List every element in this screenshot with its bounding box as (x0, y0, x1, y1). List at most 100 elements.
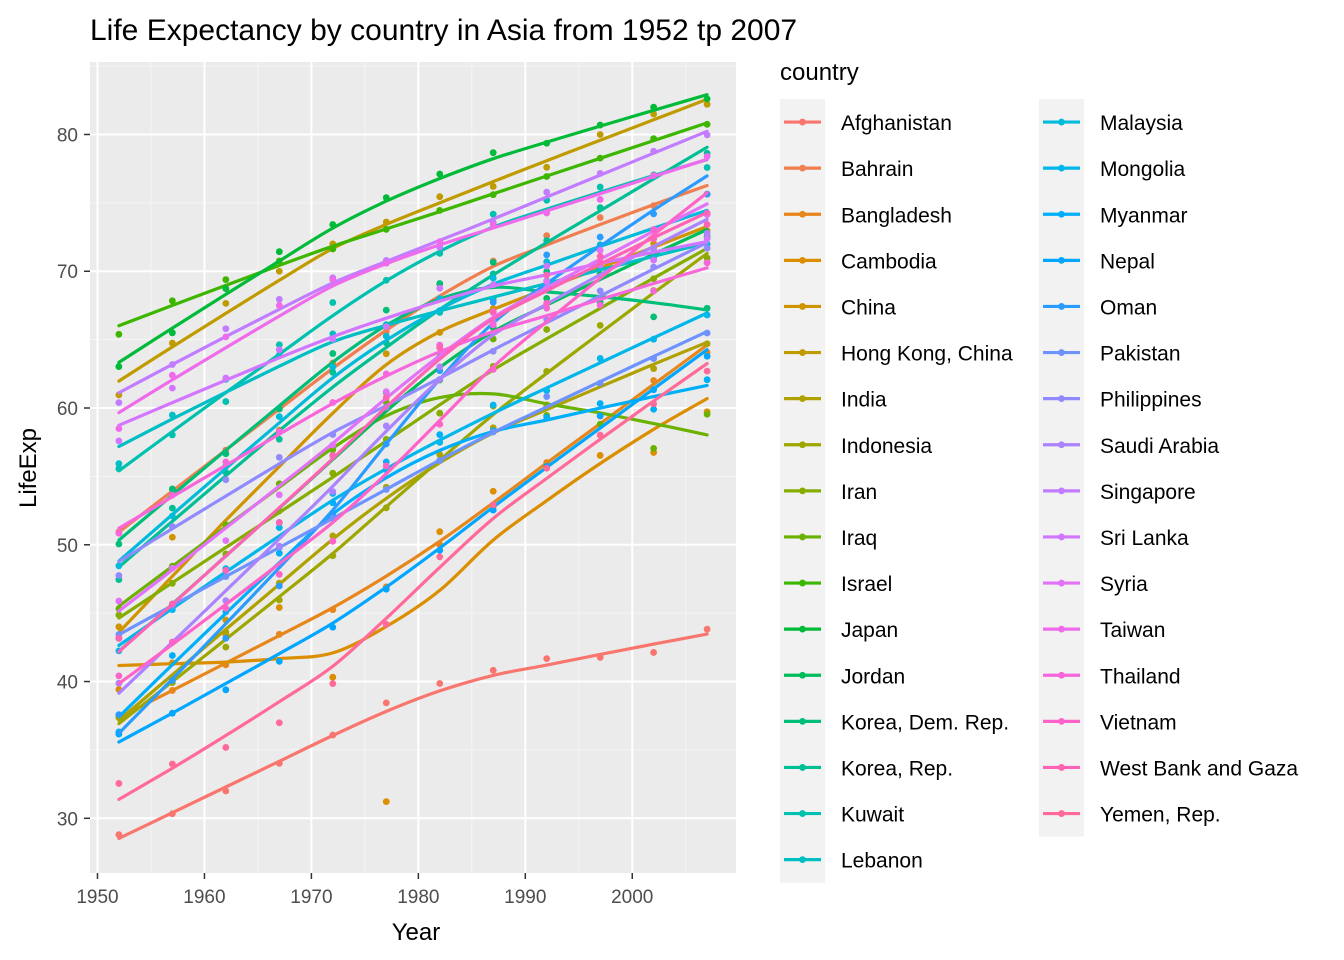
legend-key-point (799, 441, 806, 449)
data-point (596, 196, 604, 203)
data-point (650, 287, 658, 295)
data-point (543, 262, 551, 270)
legend-item: Pakistan (1043, 343, 1181, 366)
data-point (596, 252, 604, 260)
trend-line (117, 121, 709, 328)
legend-key-point (799, 118, 806, 126)
trend-line (117, 251, 709, 726)
plot-panel (90, 62, 736, 873)
legend-label: Sri Lanka (1100, 527, 1189, 550)
legend-label: Taiwan (1100, 619, 1165, 642)
legend-label: Syria (1100, 573, 1148, 596)
legend-item: Korea, Rep. (784, 757, 953, 780)
trend-line (117, 93, 709, 364)
data-point (168, 384, 176, 392)
data-point (222, 686, 230, 694)
data-point (650, 365, 658, 373)
data-point (115, 597, 123, 605)
data-point (168, 485, 176, 493)
data-point (436, 680, 444, 687)
data-point (703, 221, 711, 228)
legend-label: Lebanon (841, 850, 923, 873)
data-point (543, 188, 551, 196)
data-point (275, 346, 283, 354)
trend-line (117, 348, 709, 744)
legend-label: Cambodia (841, 250, 937, 273)
trend-line (117, 145, 709, 569)
data-point (703, 625, 711, 633)
legend-key-point (799, 671, 806, 679)
data-point (596, 355, 604, 362)
legend-item: West Bank and Gaza (1043, 757, 1298, 780)
data-point (115, 460, 123, 468)
panel-background (90, 62, 736, 873)
legend-item: China (784, 296, 896, 319)
trend-line (117, 97, 709, 383)
legend-label: Saudi Arabia (1100, 435, 1219, 458)
data-point (489, 149, 497, 157)
data-point (596, 412, 604, 420)
data-point (489, 298, 497, 306)
data-point (489, 321, 497, 329)
legend-key-point (1058, 303, 1065, 310)
legend-label: Pakistan (1100, 343, 1181, 366)
trend-line (117, 211, 709, 654)
data-point (222, 398, 230, 405)
trend-line (117, 362, 709, 801)
data-point (382, 699, 390, 707)
series-israel (115, 120, 711, 338)
series-hong-kong-china (115, 97, 711, 399)
data-point (650, 405, 658, 413)
legend-item: Singapore (1043, 481, 1196, 504)
data-point (703, 367, 711, 375)
trend-line (117, 330, 709, 637)
legend-item: Sri Lanka (1043, 527, 1189, 550)
legend-label: India (841, 389, 887, 412)
data-point (275, 549, 283, 557)
data-point (650, 445, 658, 452)
legend-item: Indonesia (784, 435, 932, 458)
data-series (115, 93, 711, 840)
data-point (115, 529, 123, 537)
legend-label: Singapore (1100, 481, 1196, 504)
data-point (436, 363, 444, 371)
legend-item: Afghanistan (784, 112, 952, 135)
data-point (168, 533, 176, 541)
legend-label: Korea, Dem. Rep. (841, 711, 1009, 734)
trend-line (117, 174, 709, 735)
data-point (543, 304, 551, 312)
data-point (115, 399, 123, 406)
data-point (222, 476, 230, 484)
x-tick-label: 1970 (290, 887, 332, 908)
data-point (489, 274, 497, 282)
legend-key-point (799, 256, 806, 264)
legend-key-point (1058, 395, 1065, 403)
legend-item: Vietnam (1043, 711, 1177, 734)
data-point (382, 388, 390, 396)
y-tick-label: 40 (57, 673, 78, 694)
data-point (115, 672, 123, 680)
data-point (382, 306, 390, 314)
y-axis-title: LifeExp (15, 428, 42, 508)
legend-key-point (799, 349, 806, 356)
legend-key-point (1058, 671, 1065, 679)
legend-label: Jordan (841, 665, 905, 688)
data-point (115, 330, 123, 338)
data-point (115, 634, 123, 642)
data-point (329, 499, 337, 507)
y-tick-label: 60 (57, 399, 78, 420)
legend-label: Japan (841, 619, 898, 642)
legend-key-point (799, 810, 806, 817)
series-myanmar (115, 376, 711, 736)
legend-label: Israel (841, 573, 892, 596)
data-point (543, 278, 551, 285)
data-point (543, 294, 551, 302)
legend-key-point (799, 764, 806, 771)
data-point (703, 410, 711, 418)
data-point (596, 452, 604, 459)
chart-title: Life Expectancy by country in Asia from … (90, 14, 797, 47)
data-point (275, 719, 283, 727)
series-pakistan (115, 329, 711, 638)
legend-label: Philippines (1100, 389, 1202, 412)
